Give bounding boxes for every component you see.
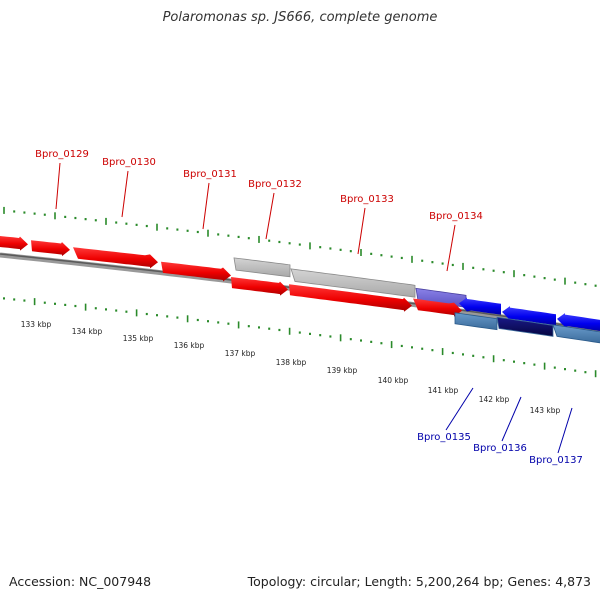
gene-label-top: Bpro_0130 (102, 157, 156, 168)
gene-leader-line (265, 192, 275, 240)
scale-label-kbp: 142 kbp (479, 395, 510, 404)
gene-leader-line (445, 387, 474, 431)
gene-block-steelblue (552, 324, 600, 344)
forward-gene-arrow (289, 284, 412, 312)
scale-label-kbp: 141 kbp (428, 386, 459, 395)
gene-leader-line (121, 170, 129, 218)
forward-gene-arrow (31, 240, 70, 257)
gene-block-navy (496, 316, 554, 337)
gene-leader-line (446, 224, 456, 272)
gene-label-top: Bpro_0131 (183, 169, 237, 180)
gene-label-bottom: Bpro_0135 (417, 432, 471, 443)
gene-label-top: Bpro_0132 (248, 179, 302, 190)
pseudogene-block (233, 257, 291, 278)
gene-label-top: Bpro_0133 (340, 194, 394, 205)
gene-label-top: Bpro_0134 (429, 211, 483, 222)
scale-label-kbp: 143 kbp (530, 406, 561, 415)
scale-label-kbp: 134 kbp (72, 327, 103, 336)
scale-label-kbp: 138 kbp (276, 358, 307, 367)
scale-label-kbp: 133 kbp (21, 320, 52, 329)
forward-gene-arrow (413, 298, 462, 317)
genome-summary-text: Topology: circular; Length: 5,200,264 bp… (247, 574, 591, 589)
gene-leader-line (557, 407, 573, 454)
reverse-gene-arrow (502, 306, 556, 326)
scale-label-kbp: 140 kbp (378, 376, 409, 385)
scale-label-kbp: 137 kbp (225, 349, 256, 358)
genome-title: Polaromonas sp. JS666, complete genome (162, 10, 438, 25)
reverse-gene-arrow (459, 297, 501, 315)
scale-label-kbp: 136 kbp (174, 341, 205, 350)
gene-label-bottom: Bpro_0136 (473, 443, 527, 454)
forward-gene-arrow (161, 261, 231, 282)
scale-label-kbp: 135 kbp (123, 334, 154, 343)
gene-leader-line (202, 182, 210, 230)
forward-gene-arrow (231, 277, 288, 296)
gene-label-top: Bpro_0129 (35, 149, 89, 160)
reverse-gene-arrow (557, 313, 600, 331)
pseudogene-block (290, 268, 416, 298)
forward-gene-arrow (73, 247, 158, 269)
scale-label-kbp: 139 kbp (327, 366, 358, 375)
gene-leader-line (55, 162, 61, 210)
accession-text: Accession: NC_007948 (9, 574, 152, 589)
forward-gene-arrow (0, 236, 28, 251)
gene-block-steelblue (454, 312, 498, 331)
gene-leader-line (357, 207, 366, 255)
gene-leader-line (501, 396, 522, 442)
gene-label-bottom: Bpro_0137 (529, 455, 583, 466)
